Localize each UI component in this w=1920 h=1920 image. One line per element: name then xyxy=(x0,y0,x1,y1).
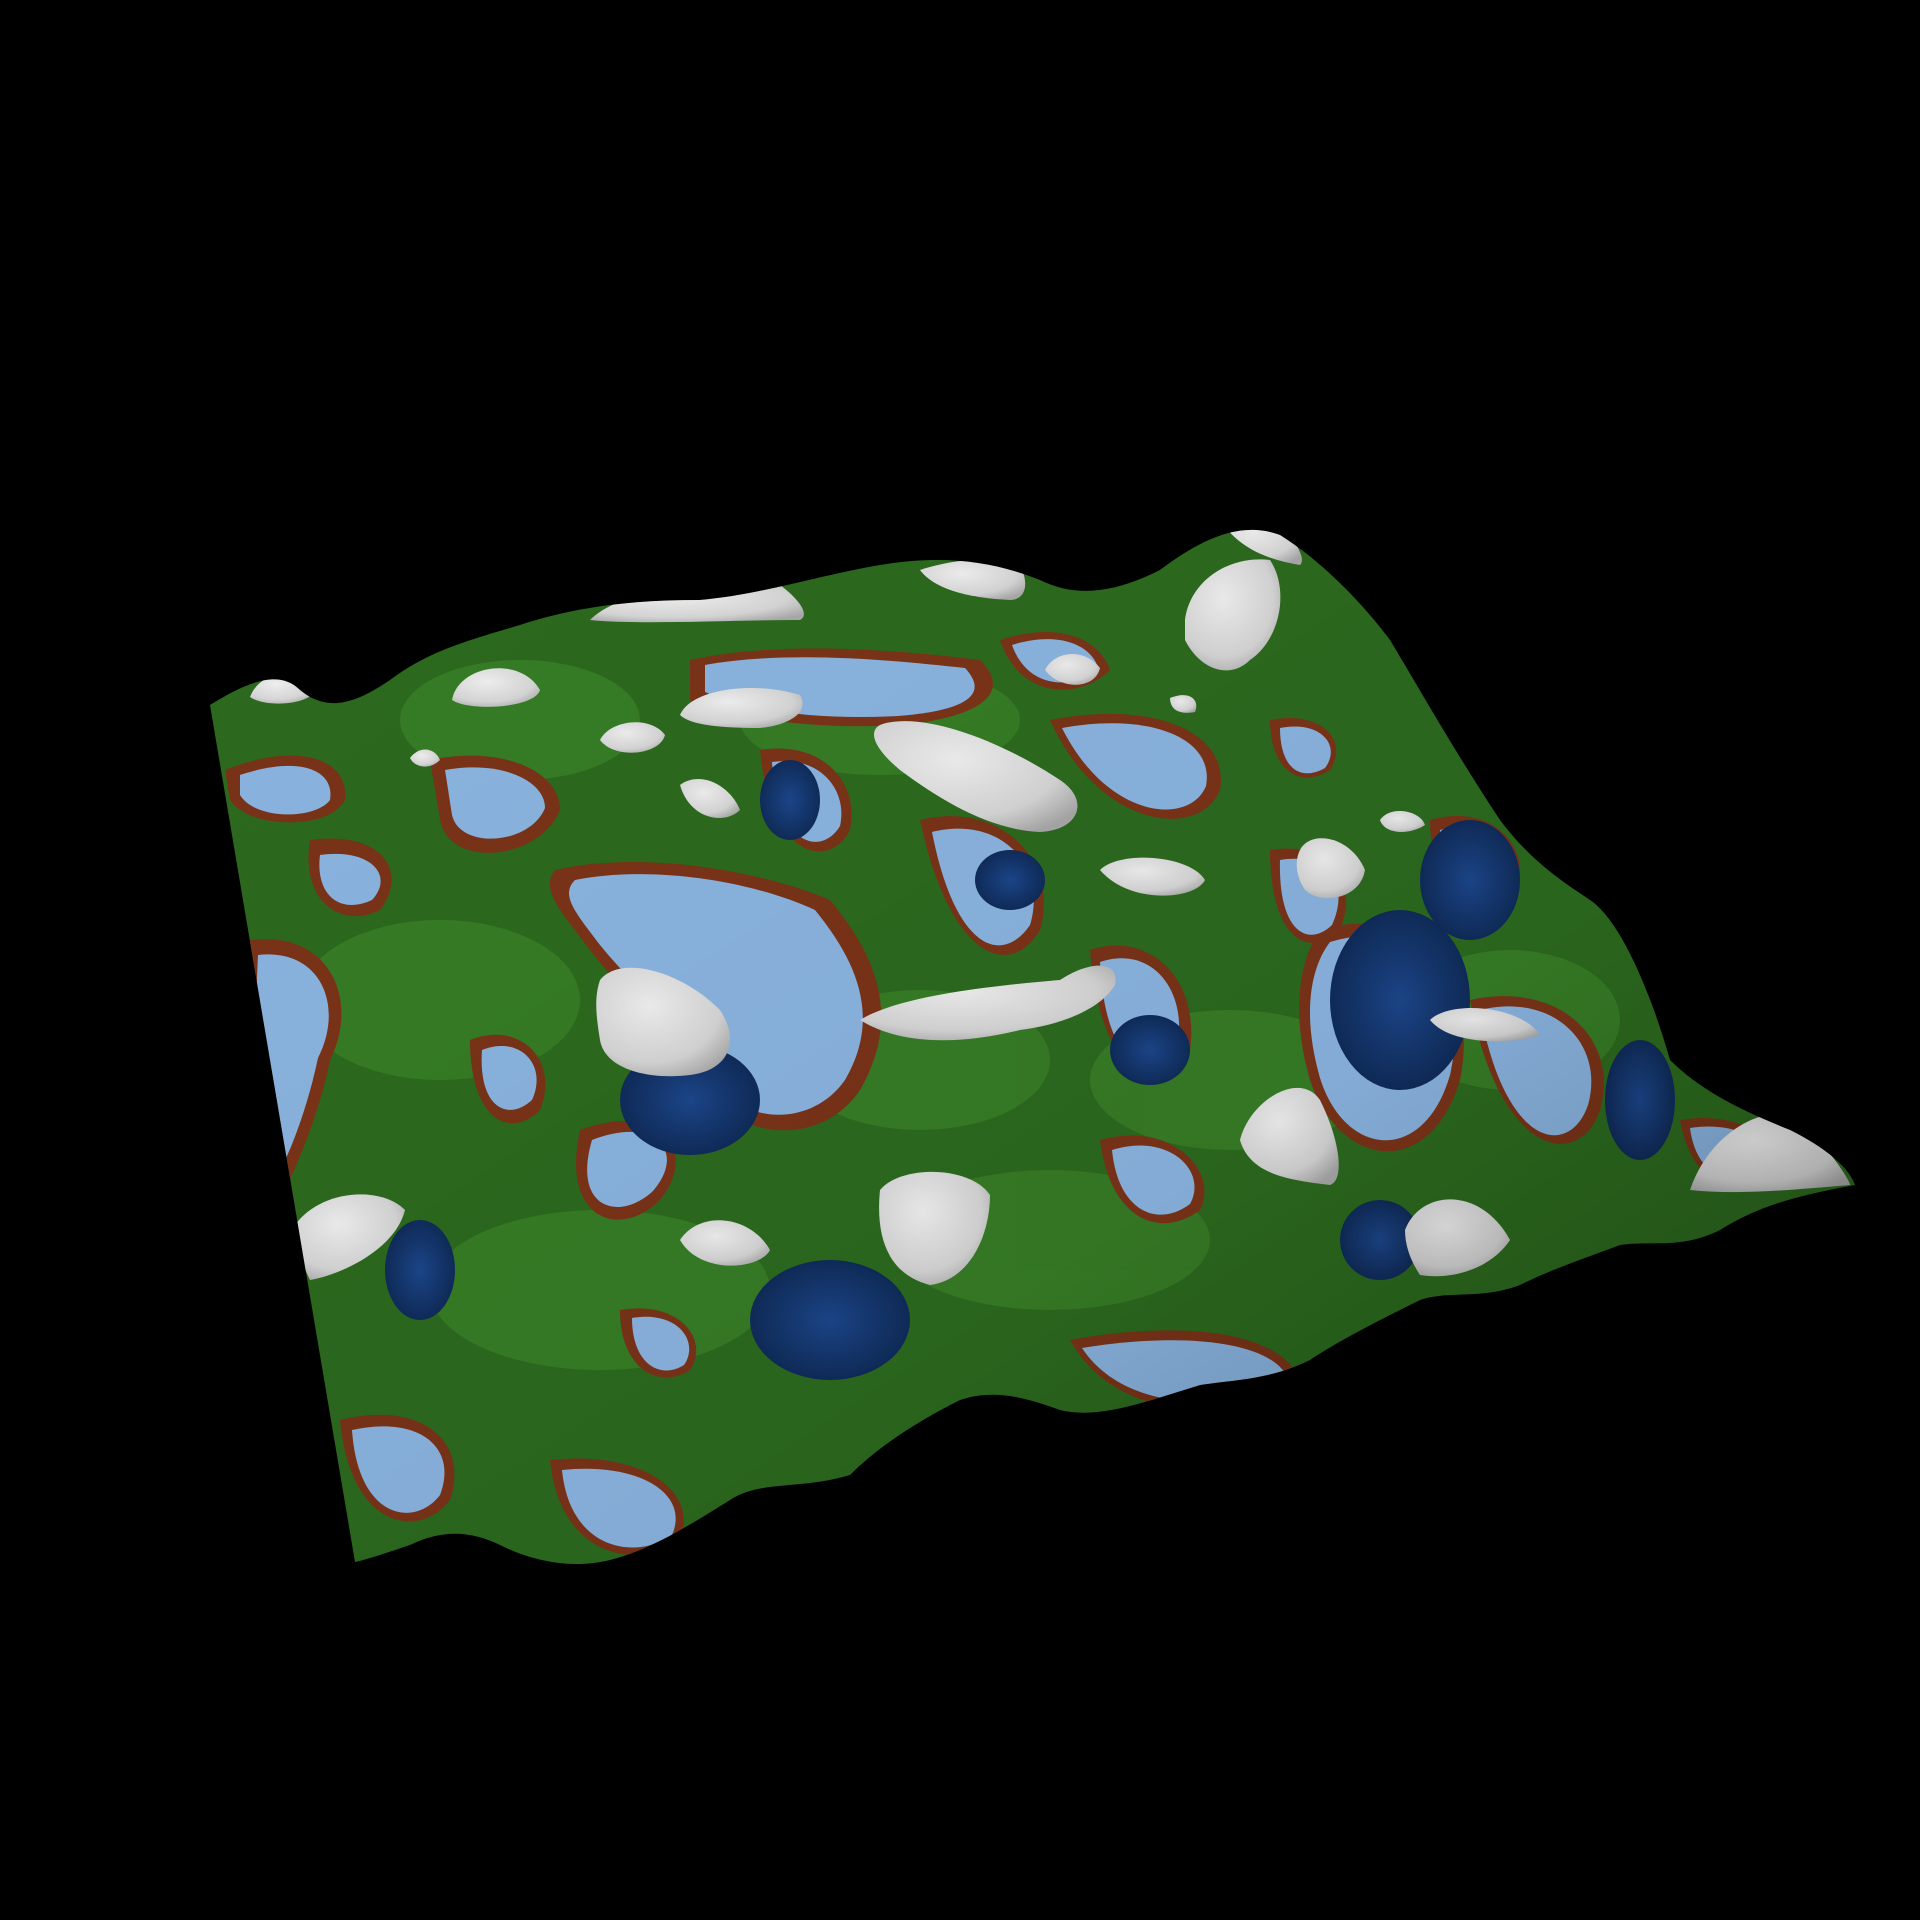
terrain-render xyxy=(210,529,1855,1565)
